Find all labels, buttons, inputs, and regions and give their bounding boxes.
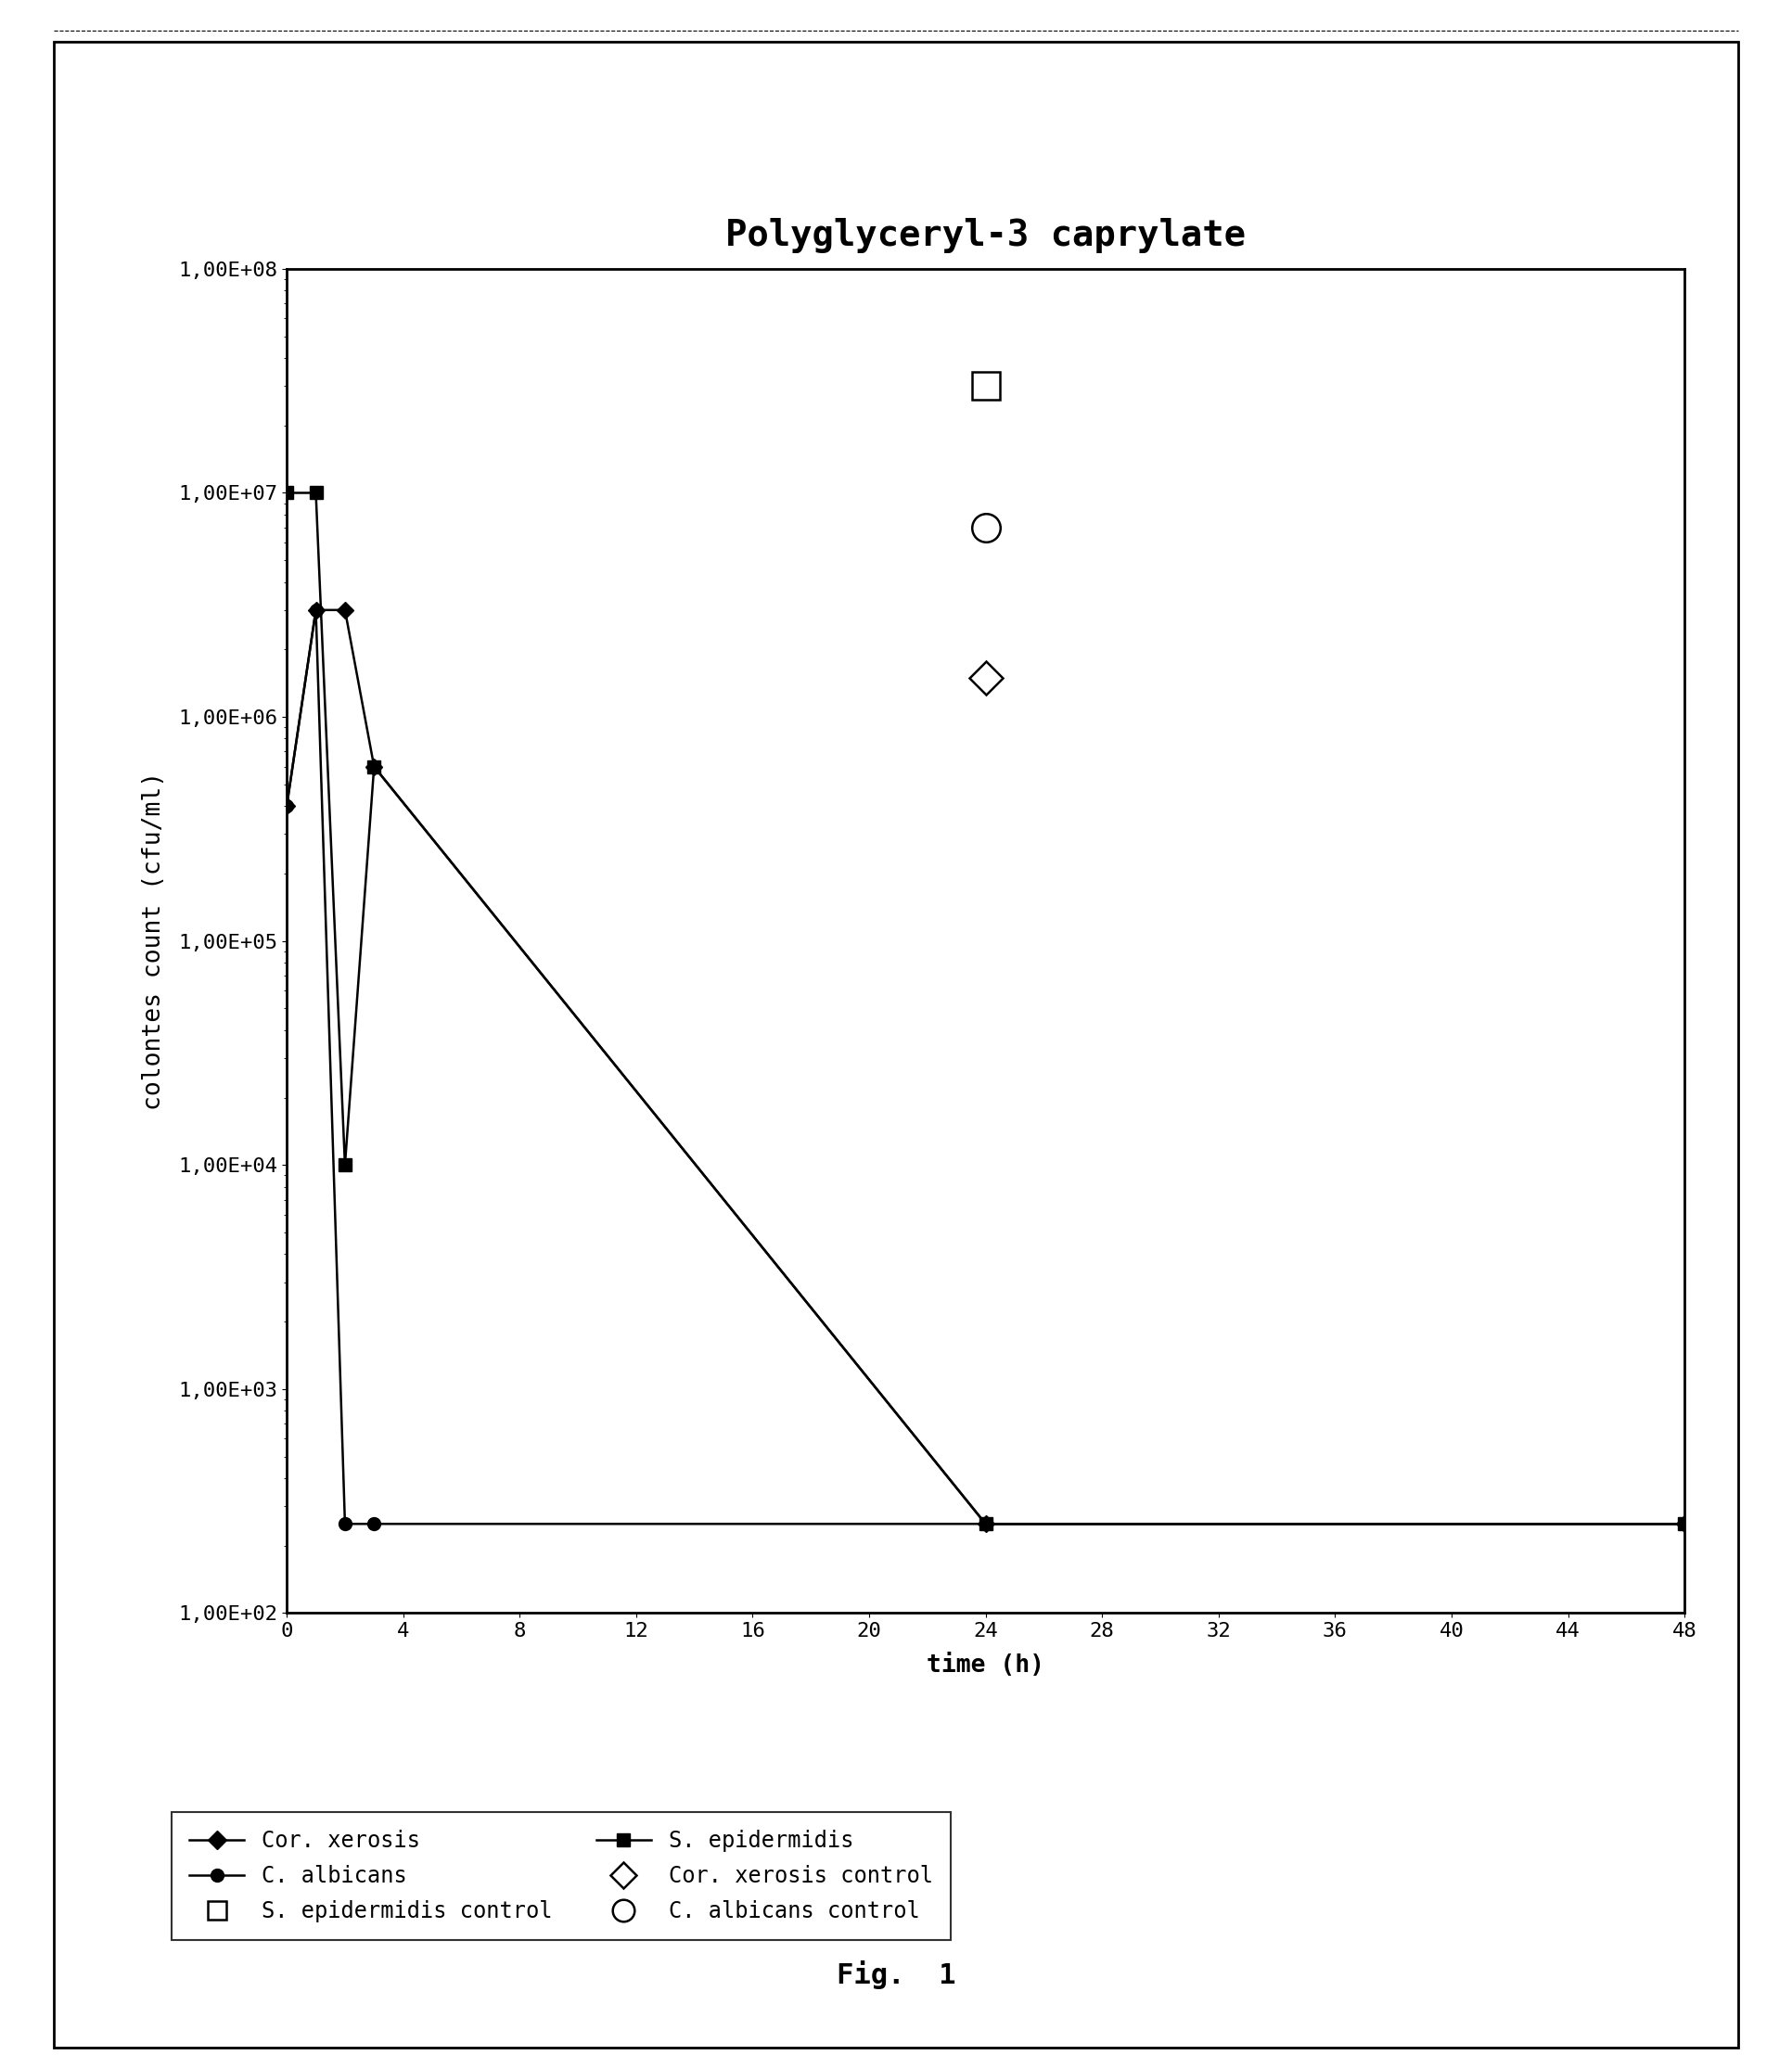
X-axis label: time (h): time (h) (926, 1654, 1045, 1677)
Title: Polyglyceryl-3 caprylate: Polyglyceryl-3 caprylate (726, 217, 1245, 252)
Legend: Cor. xerosis, C. albicans, S. epidermidis control, S. epidermidis, Cor. xerosis : Cor. xerosis, C. albicans, S. epidermidi… (172, 1812, 950, 1940)
Y-axis label: colontes count (cfu/ml): colontes count (cfu/ml) (142, 771, 165, 1111)
Text: Fig.  1: Fig. 1 (837, 1960, 955, 1989)
